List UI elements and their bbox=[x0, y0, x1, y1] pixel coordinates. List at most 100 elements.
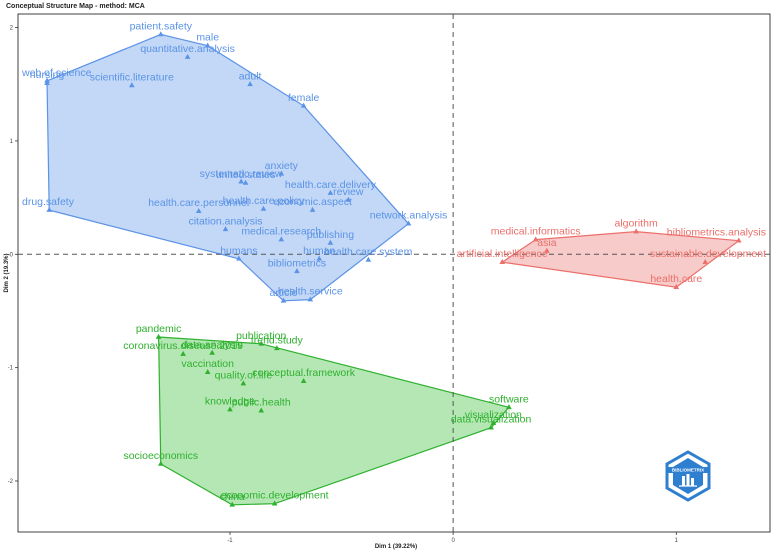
y-axis-label: Dim 2 (19.3%) bbox=[4, 253, 10, 292]
cluster-3-point bbox=[180, 350, 186, 356]
cluster-3-point bbox=[300, 378, 307, 384]
cluster-3-label: socioeconomics bbox=[123, 450, 198, 462]
cluster-3-label: pandemic bbox=[136, 323, 182, 335]
cluster-1-point bbox=[195, 208, 202, 214]
cluster-3-label: software bbox=[489, 393, 529, 405]
cluster-3-point bbox=[488, 424, 494, 430]
cluster-1-label: economic.aspect bbox=[273, 196, 352, 208]
cluster-1-label: patient.safety bbox=[130, 20, 193, 32]
cluster-3-point bbox=[240, 380, 247, 386]
bibliometrix-logo: BIBLIOMETRIX bbox=[665, 450, 711, 502]
cluster-1-point bbox=[294, 268, 300, 274]
cluster-1-label: health.care.policy bbox=[223, 195, 305, 207]
cluster-1-label: health.service bbox=[278, 286, 343, 298]
cluster-2-label: artificial.intelligence bbox=[457, 248, 548, 260]
cluster-1-point bbox=[327, 239, 334, 245]
cluster-3-label: conceptual.framework bbox=[252, 367, 355, 379]
cluster-1-label: scientific.literature bbox=[90, 71, 174, 83]
cluster-1-label: article bbox=[269, 287, 297, 299]
cluster-2-point bbox=[544, 247, 550, 253]
x-tick-label: 1 bbox=[675, 538, 679, 544]
cluster-1-point bbox=[260, 205, 267, 211]
cluster-1-point bbox=[300, 102, 307, 108]
y-tick-label: 2 bbox=[10, 26, 14, 32]
cluster-2-point bbox=[702, 259, 709, 265]
cluster-3-label: data.analysis bbox=[181, 339, 242, 351]
cluster-1-label: quantitative.analysis bbox=[140, 43, 235, 55]
cluster-1-label: united.states bbox=[216, 169, 276, 181]
y-tick-label: -1 bbox=[8, 366, 14, 372]
cluster-1-label: network.analysis bbox=[370, 210, 448, 222]
logo-text: BIBLIOMETRIX bbox=[672, 468, 704, 473]
cluster-2-label: bibliometrics.analysis bbox=[667, 227, 766, 239]
cluster-3-label: data.visualization bbox=[451, 414, 532, 426]
cluster-1-point bbox=[278, 170, 285, 176]
cluster-3-point bbox=[490, 419, 497, 425]
x-tick-label: 0 bbox=[451, 538, 455, 544]
cluster-2-point bbox=[673, 283, 680, 289]
plot-panel-border bbox=[17, 13, 771, 533]
cluster-3-label: vaccination bbox=[181, 358, 234, 370]
cluster-2-label: health.care bbox=[650, 273, 702, 285]
chart-title: Conceptual Structure Map - method: MCA bbox=[6, 3, 145, 10]
cluster-1-point bbox=[158, 31, 164, 37]
cluster-3-point bbox=[227, 406, 233, 412]
cluster-1-point bbox=[46, 206, 53, 212]
data-points bbox=[44, 31, 742, 507]
cluster-3-label: coronavirus.disease.2019 bbox=[123, 340, 243, 352]
cluster-3-point bbox=[271, 500, 278, 506]
cluster-1-label: male bbox=[196, 32, 219, 44]
y-tick-label: 1 bbox=[10, 139, 14, 145]
cluster-3-point bbox=[506, 404, 512, 410]
cluster-1-point bbox=[327, 189, 334, 195]
cluster-1-point bbox=[365, 256, 372, 262]
cluster-1-label: systematic.review bbox=[200, 168, 283, 180]
cluster-3-label: quality.of.life bbox=[215, 370, 273, 382]
cluster-1-label: publishing bbox=[307, 229, 354, 241]
cluster-1-point bbox=[309, 206, 316, 212]
cluster-1-point bbox=[222, 226, 229, 232]
cluster-2-point bbox=[735, 237, 742, 243]
cluster-1-point bbox=[236, 255, 242, 261]
cluster-1-point bbox=[184, 53, 191, 59]
cluster-2-point bbox=[633, 228, 639, 234]
cluster-1-label: adult bbox=[239, 70, 262, 82]
y-tick-label: 0 bbox=[10, 252, 14, 258]
cluster-1-point bbox=[278, 236, 285, 242]
cluster-2-label: algorithm bbox=[615, 218, 658, 230]
cluster-3-hull bbox=[157, 336, 510, 506]
cluster-1-point bbox=[280, 297, 287, 303]
cluster-1-point bbox=[307, 296, 314, 302]
cluster-hulls bbox=[46, 33, 741, 506]
cluster-1-label: anxiety bbox=[265, 160, 299, 172]
cluster-1-label: bibliometrics bbox=[268, 257, 326, 269]
cluster-2-label: sustainable.development bbox=[650, 248, 766, 260]
cluster-1-label: health.care.personnel bbox=[148, 197, 249, 209]
cluster-3-label: publication bbox=[236, 330, 286, 342]
cluster-1-point bbox=[129, 82, 135, 88]
cluster-1-label: review bbox=[333, 186, 364, 198]
x-tick-label: -1 bbox=[227, 538, 233, 544]
cluster-3-point bbox=[274, 345, 280, 351]
cluster-2-label: medical.informatics bbox=[491, 226, 581, 238]
cluster-2-point bbox=[532, 236, 539, 242]
cluster-1-label: health.care.system bbox=[324, 246, 412, 258]
x-axis-label: Dim 1 (39.22%) bbox=[375, 544, 417, 550]
cluster-2-label: asia bbox=[537, 237, 556, 249]
cluster-3-label: knowledge bbox=[205, 396, 255, 408]
cluster-1-label: humans bbox=[220, 245, 257, 257]
cluster-3-label: economic.development bbox=[221, 490, 329, 502]
cluster-1-point bbox=[405, 220, 412, 226]
cluster-1-label: nursing bbox=[30, 69, 65, 81]
cluster-3-label: trend.study bbox=[251, 334, 304, 346]
cluster-1-point bbox=[242, 179, 249, 185]
cluster-3-label: visualization bbox=[465, 409, 522, 421]
cluster-3-point bbox=[155, 333, 162, 339]
cluster-1-point bbox=[204, 42, 211, 48]
cluster-3-point bbox=[229, 501, 236, 507]
cluster-3-point bbox=[258, 340, 265, 346]
cluster-3-label: public.health bbox=[232, 397, 291, 409]
cluster-1-label: drug.safety bbox=[22, 196, 75, 208]
